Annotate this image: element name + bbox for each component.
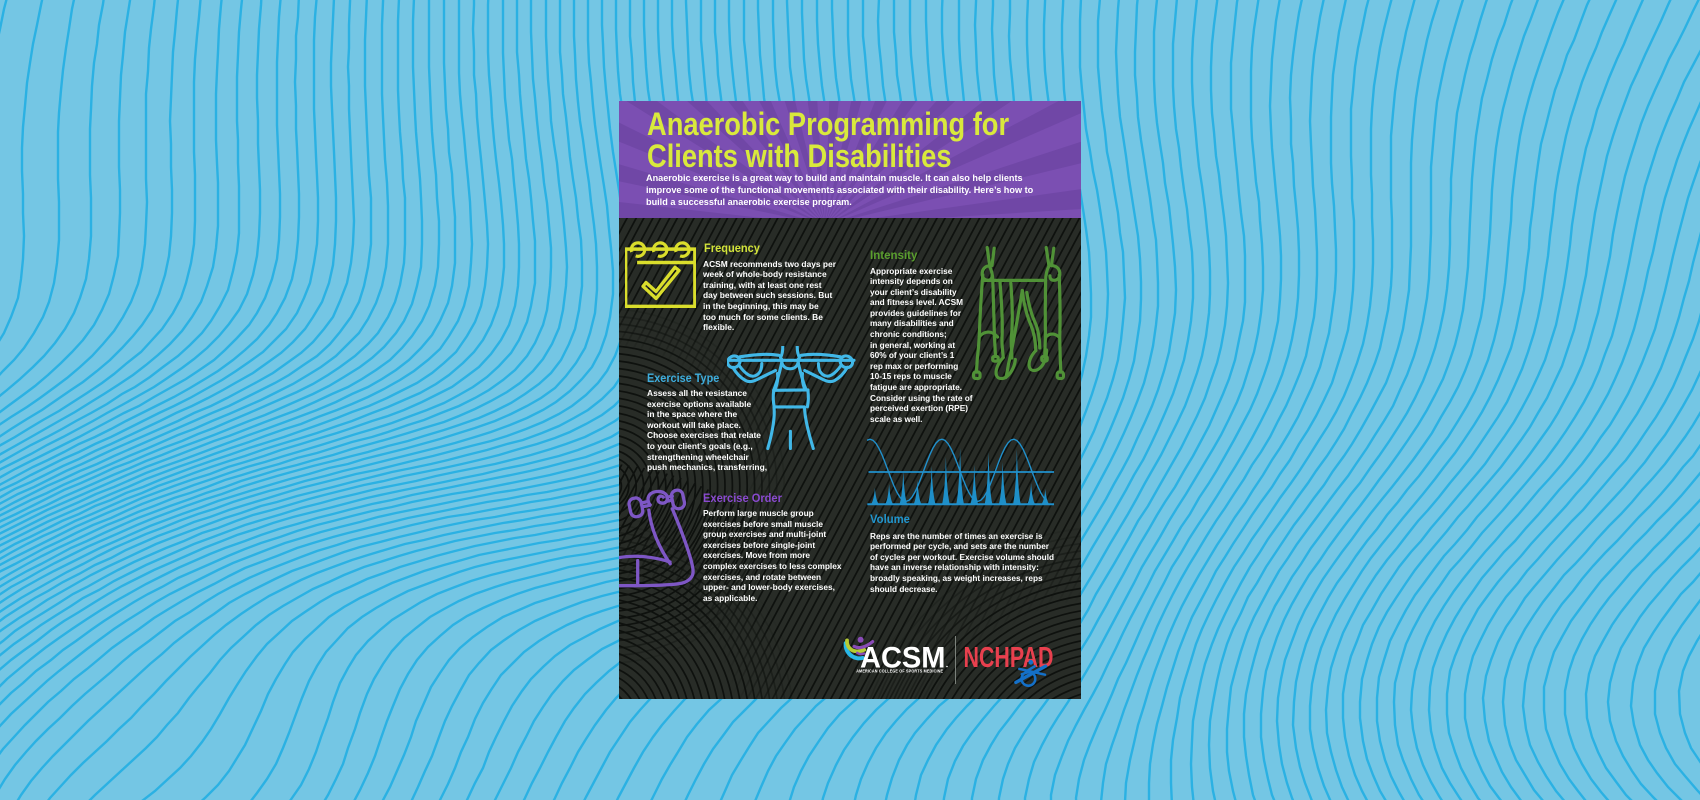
svg-text:AMERICAN COLLEGE OF SPORTS MED: AMERICAN COLLEGE OF SPORTS MEDICINE [856,669,943,674]
svg-text:ACSM: ACSM [860,642,946,675]
